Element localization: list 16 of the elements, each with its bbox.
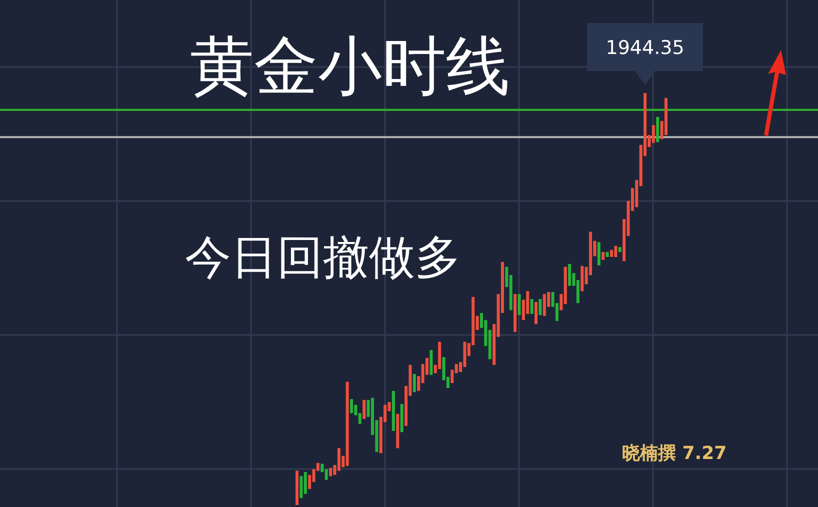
candlestick [652,124,655,144]
candlestick [568,263,572,286]
annotation: 1944.35 [606,37,684,59]
candlestick [597,242,600,266]
candlestick [518,294,521,316]
chart-title: 黄金小时线 [190,30,510,104]
candlestick [530,298,534,314]
candlestick [362,399,366,420]
candlestick [337,448,340,472]
candlestick [542,294,546,316]
candlestick [538,298,542,316]
candlestick [300,476,303,498]
annotation: 今日回撤做多 [185,230,461,284]
annotation: 晓楠撰 7.27 [622,443,727,464]
tooltip: 1944.35 [587,23,704,85]
candlestick [304,472,307,494]
